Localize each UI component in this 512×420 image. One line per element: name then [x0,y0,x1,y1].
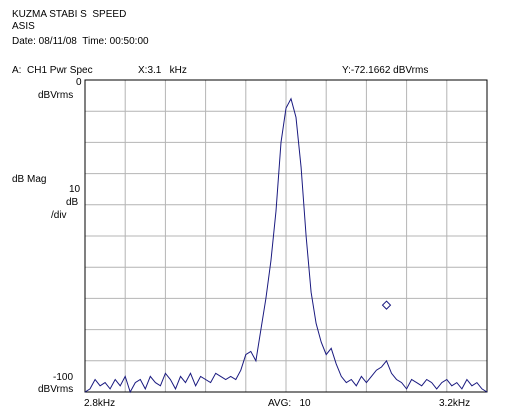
y-marker-readout: Y:-72.1662 dBVrms [342,65,429,76]
plot-frame [84,79,488,393]
y-scale-value: 10 [69,184,81,195]
marker-diamond [381,300,392,310]
measurement-subtitle: ASIS [12,21,35,32]
y-mode-label: dB Mag [12,174,47,185]
x-end-label: 3.2kHz [439,398,471,409]
y-bottom-unit: dBVrms [38,384,74,395]
y-top-value: 0 [76,77,82,88]
y-bottom-value: -100 [53,372,74,383]
x-marker-readout: X:3.1 kHz [138,65,187,76]
y-top-unit: dBVrms [38,90,74,101]
spectrum-trace [84,97,488,394]
marker-point [381,300,392,310]
plot-grid [85,80,487,392]
date-time-line: Date: 08/11/08 Time: 00:50:00 [12,36,149,47]
measurement-title: KUZMA STABI S SPEED [12,9,127,20]
y-scale-per-div: /div [51,210,67,221]
y-scale-unit: dB [66,197,79,208]
averages-label: AVG: 10 [268,398,311,409]
x-start-label: 2.8kHz [84,398,116,409]
trace-channel-label: A: CH1 Pwr Spec [12,65,93,76]
